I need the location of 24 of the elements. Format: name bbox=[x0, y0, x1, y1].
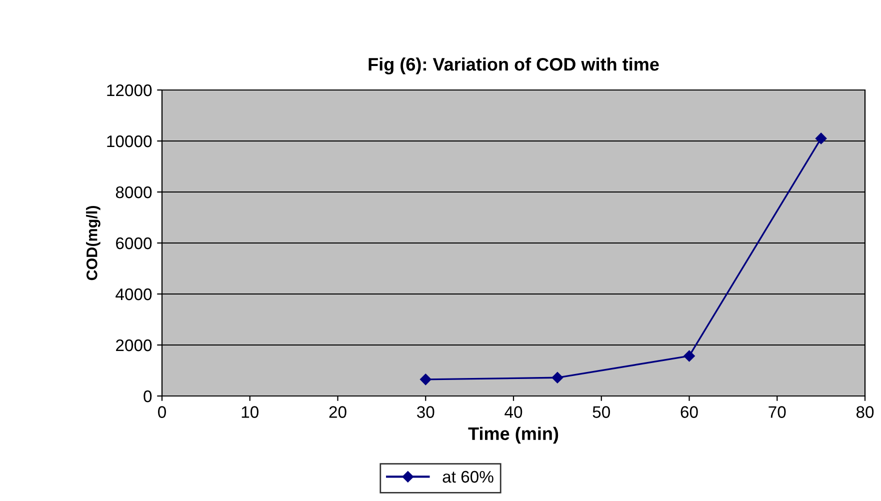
x-tick-label: 0 bbox=[158, 406, 166, 418]
x-tick-label: 10 bbox=[242, 406, 258, 418]
y-tick-label: 10000 bbox=[107, 135, 152, 148]
y-tick-label: 4000 bbox=[116, 288, 152, 300]
y-tick-label: 6000 bbox=[116, 237, 152, 250]
x-tick-label: 80 bbox=[856, 406, 874, 418]
point bbox=[815, 132, 827, 144]
x-tick-label: 40 bbox=[504, 406, 522, 418]
legend-label: at 60% bbox=[442, 470, 494, 483]
x-tick-label: 50 bbox=[592, 406, 610, 418]
chart-title: Fig (6): Variation of COD with time bbox=[368, 57, 659, 74]
x-tick-label: 30 bbox=[416, 406, 434, 418]
x-tick-label: 70 bbox=[768, 406, 786, 418]
x-tick-label: 20 bbox=[329, 406, 346, 418]
point bbox=[420, 374, 432, 386]
y-tick-label: 12000 bbox=[107, 84, 152, 96]
y-tick-label: 0 bbox=[144, 390, 152, 402]
y-tick-label: 8000 bbox=[116, 186, 152, 198]
x-tick-label: 60 bbox=[680, 406, 698, 418]
y-axis-title: COD(mg/l) bbox=[86, 206, 100, 280]
point bbox=[684, 350, 695, 362]
y-tick-label: 2000 bbox=[116, 339, 152, 352]
x-axis-title: Time (min) bbox=[468, 426, 558, 444]
point bbox=[552, 372, 564, 384]
